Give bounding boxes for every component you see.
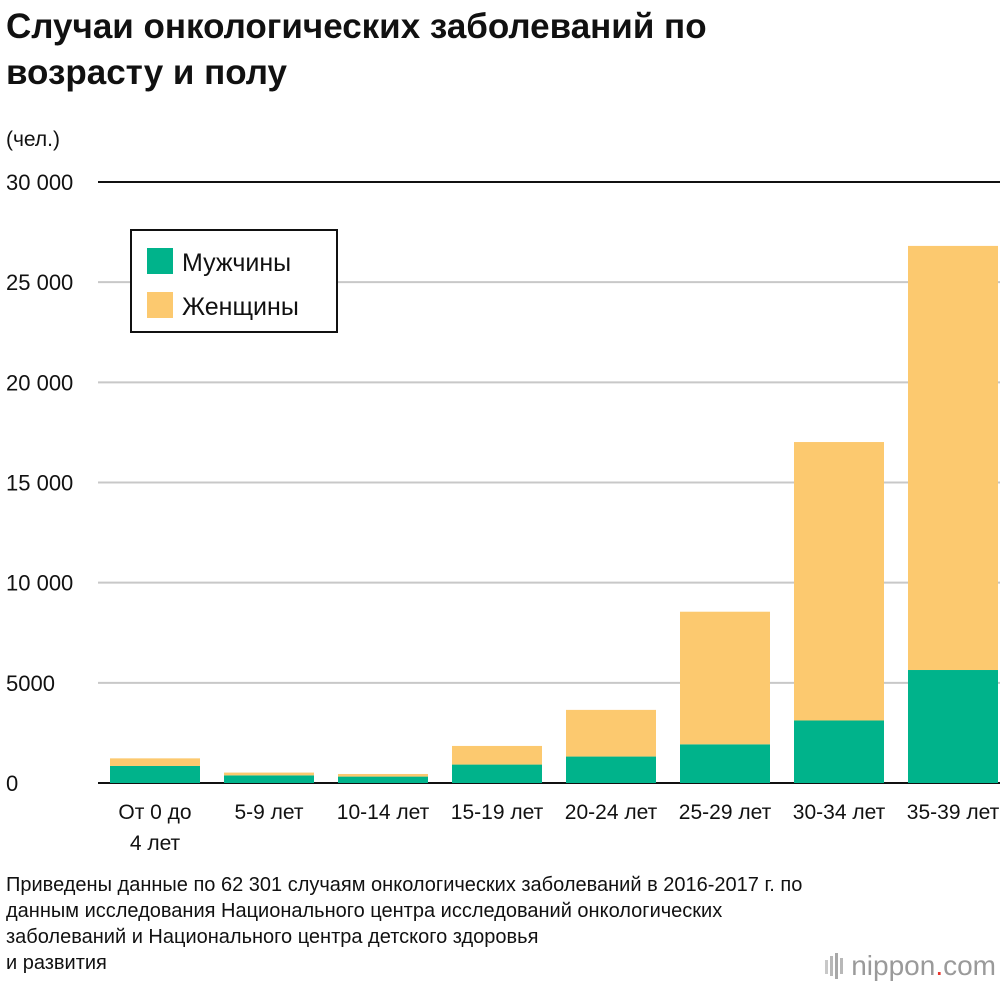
- bar-segment-female: [908, 245, 998, 671]
- x-tick-label: 10-14 лет: [337, 801, 430, 824]
- y-tick-label: 25 000: [6, 270, 73, 295]
- bar-segment-female: [338, 773, 428, 777]
- x-tick-label: 30-34 лет: [793, 801, 886, 824]
- source-note-line-4: и развития: [6, 952, 107, 974]
- bar-segment-female: [110, 758, 200, 766]
- stacked-bar-chart: 0 5000 10 000 15 000 20 000 25 000 30 000 От 0 …: [6, 170, 1000, 855]
- bar-segment-female: [452, 745, 542, 765]
- bar-segment-male: [224, 775, 314, 783]
- bar-segment-female: [566, 709, 656, 757]
- source-note: Приведены данные по 62 301 случаям онкол…: [6, 872, 996, 976]
- chart-title-line-2: возрасту и полу: [6, 53, 288, 92]
- legend-label: Мужчины: [182, 249, 291, 277]
- y-tick-label: 10 000: [6, 571, 73, 596]
- nippon-logo: nippon.com: [825, 950, 996, 982]
- bar-segment-male: [110, 765, 200, 783]
- y-axis-unit-label: (чел.): [6, 128, 60, 151]
- y-tick-label: 30 000: [6, 170, 73, 195]
- x-tick-label: 35-39 лет: [907, 801, 1000, 824]
- x-tick-label: 25-29 лет: [679, 801, 772, 824]
- bar-segment-female: [794, 442, 884, 721]
- x-tick-label: 5-9 лет: [234, 801, 303, 824]
- bar-segment-female: [224, 772, 314, 776]
- x-tick-label: 4 лет: [130, 832, 181, 855]
- y-tick-label: 0: [6, 771, 18, 796]
- chart-title: Случаи онкологических заболеваний по воз…: [6, 4, 986, 96]
- legend-swatch: [147, 292, 173, 318]
- bar-segment-female: [680, 611, 770, 745]
- x-tick-label: 20-24 лет: [565, 801, 658, 824]
- chart-title-line-1: Случаи онкологических заболеваний по: [6, 7, 707, 46]
- legend-label: Женщины: [182, 293, 299, 321]
- bar-segment-male: [566, 756, 656, 783]
- y-tick-label: 20 000: [6, 370, 73, 395]
- bar-segment-male: [908, 670, 998, 783]
- bar-segment-male: [338, 776, 428, 783]
- x-tick-label: От 0 до: [118, 801, 191, 824]
- x-tick-label: 15-19 лет: [451, 801, 544, 824]
- source-note-line-2: данным исследования Национального центра…: [6, 900, 723, 922]
- bar-segment-male: [452, 764, 542, 783]
- bar-segment-male: [794, 720, 884, 783]
- nippon-stripes-icon: [825, 953, 844, 979]
- bar-segment-male: [680, 744, 770, 783]
- source-note-line-1: Приведены данные по 62 301 случаям онкол…: [6, 874, 803, 896]
- y-tick-label: 15 000: [6, 471, 73, 496]
- source-note-line-3: заболеваний и Национального центра детск…: [6, 926, 539, 948]
- y-tick-label: 5000: [6, 671, 55, 696]
- legend-swatch: [147, 248, 173, 274]
- logo-text: nippon.com: [851, 950, 996, 981]
